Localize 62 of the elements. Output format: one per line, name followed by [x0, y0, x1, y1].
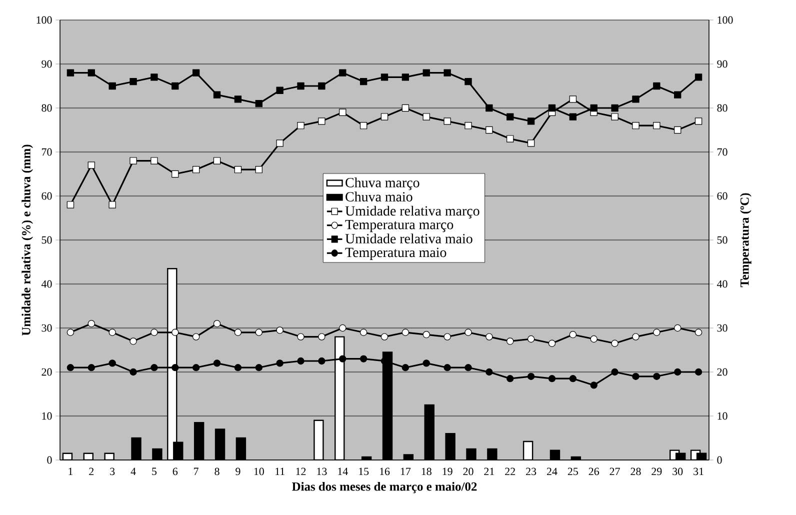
y-tick-label: 40: [41, 280, 52, 288]
legend-label: Umidade relativa maio: [345, 234, 472, 244]
y-tick-label: 90: [42, 60, 52, 68]
x-tick-label: 17: [400, 468, 411, 476]
x-tick-label: 15: [359, 468, 369, 476]
x-tick-label: 14: [338, 468, 348, 476]
legend-label: Chuva março: [346, 178, 420, 190]
y-tick-label: 60: [42, 192, 52, 200]
y-tick-label: 20: [42, 368, 52, 376]
y-tick-label: 70: [42, 148, 52, 156]
x-tick-label: 16: [380, 468, 390, 476]
x-tick-label: 23: [526, 468, 536, 476]
legend-label: Umidade relativa março: [345, 206, 480, 218]
x-tick-label: 24: [546, 468, 558, 476]
x-tick-label: 19: [442, 468, 452, 476]
x-tick-label: 2: [89, 468, 94, 476]
y-tick-label: 50: [42, 236, 52, 244]
y2-tick-label: 60: [717, 192, 728, 200]
legend-label: Temperatura maio: [345, 248, 446, 260]
x-tick-label: 28: [630, 468, 641, 476]
x-tick-label: 13: [317, 468, 327, 476]
x-tick-label: 27: [610, 468, 620, 476]
y2-tick-label: 80: [717, 104, 728, 112]
y2-tick-label: 30: [717, 324, 728, 332]
x-tick-label: 26: [588, 468, 600, 476]
y-axis-title: Umidade relativa (%) e chuva (mm): [22, 144, 33, 336]
y-tick-label: 0: [47, 456, 52, 464]
x-tick-label: 8: [214, 468, 220, 476]
x-tick-label: 3: [110, 468, 115, 476]
y-tick-label: 80: [42, 104, 52, 112]
x-tick-label: 10: [254, 468, 264, 476]
x-tick-label: 12: [296, 468, 306, 476]
y2-tick-label: 90: [717, 60, 728, 68]
x-axis-title: Dias dos meses de março e maio/02: [292, 482, 477, 494]
x-tick-label: 20: [463, 468, 474, 476]
y-tick-label: 30: [42, 324, 52, 332]
x-tick-label: 6: [172, 468, 178, 476]
x-tick-label: 11: [276, 468, 284, 476]
x-tick-label: 1: [68, 468, 73, 476]
legend-label: Chuva maio: [346, 192, 412, 202]
x-tick-label: 9: [236, 468, 240, 476]
x-tick-label: 18: [422, 468, 432, 476]
x-tick-label: 29: [652, 468, 662, 476]
x-tick-label: 7: [194, 468, 198, 475]
x-tick-label: 4: [130, 468, 136, 475]
y-tick-label: 100: [36, 16, 52, 24]
x-tick-label: 5: [152, 468, 157, 476]
y2-tick-label: 40: [717, 280, 728, 288]
y2-tick-label: 10: [718, 412, 728, 420]
x-tick-label: 25: [568, 468, 578, 476]
legend-label: Temperatura março: [345, 220, 454, 232]
y2-tick-label: 20: [717, 368, 728, 376]
x-tick-label: 21: [484, 468, 494, 476]
y-tick-label: 10: [42, 412, 52, 420]
x-tick-label: 31: [694, 468, 704, 476]
x-tick-label: 22: [505, 468, 515, 476]
y2-tick-label: 100: [718, 16, 733, 24]
x-tick-label: 30: [672, 468, 683, 476]
y2-tick-label: 0: [717, 456, 722, 464]
y2-axis-title: Temperatura (ºC): [740, 193, 752, 288]
y2-tick-label: 50: [717, 236, 728, 244]
y2-tick-label: 70: [718, 148, 728, 156]
